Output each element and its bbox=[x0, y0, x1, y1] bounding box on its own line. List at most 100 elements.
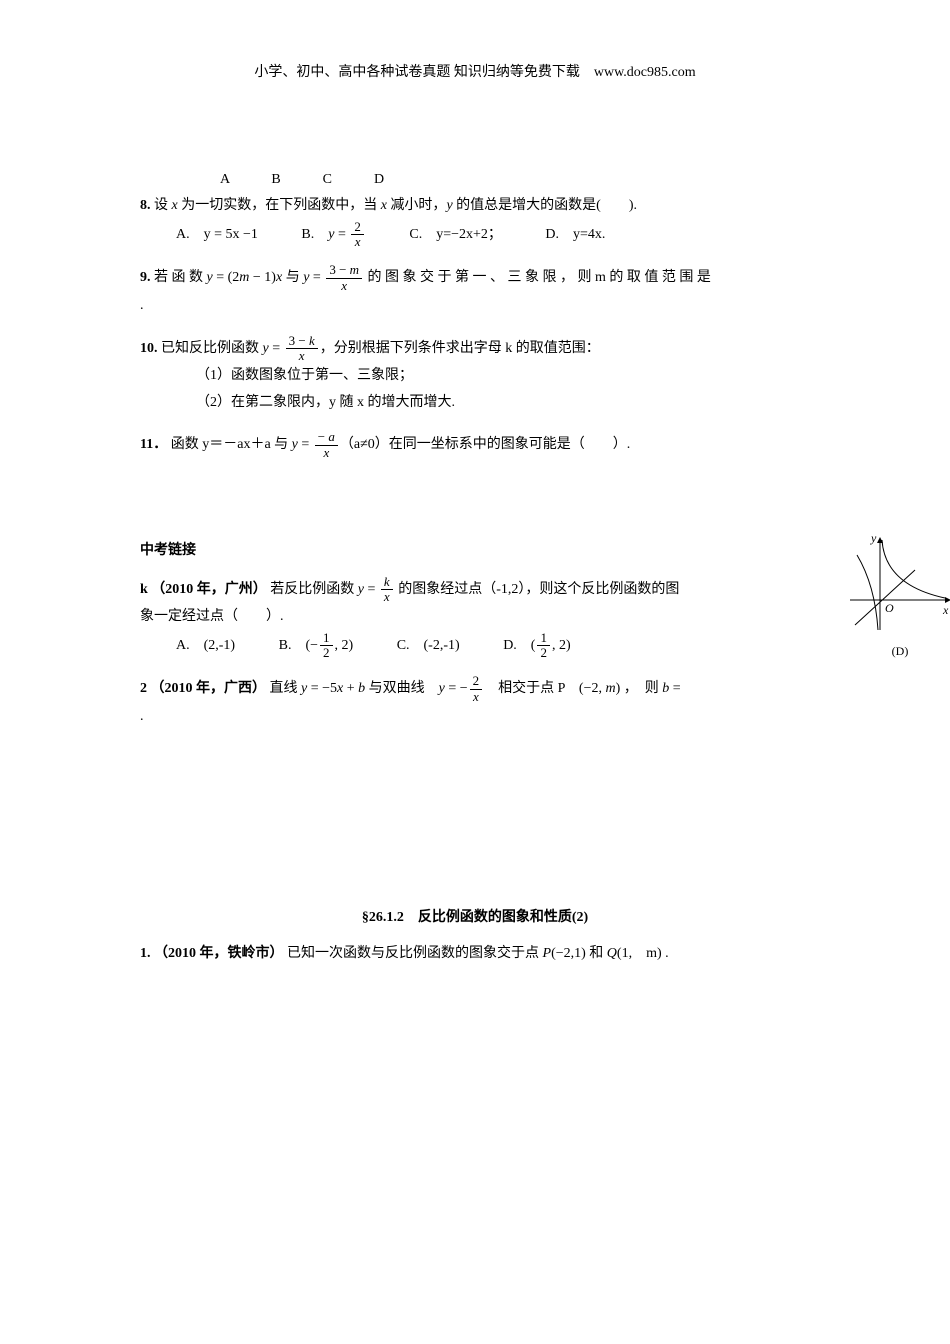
c1-d-den: 2 bbox=[537, 646, 550, 660]
c2-mid: 相交于点 P (−2, bbox=[484, 681, 605, 696]
c2-source: （2010 年，广西） bbox=[151, 681, 267, 696]
q9-fn-pre: 3 − bbox=[329, 262, 349, 277]
q11-post: （a≠0）在同一坐标系中的图象可能是（ ）. bbox=[340, 437, 630, 452]
q9-number: 9. bbox=[140, 270, 151, 285]
diagram-y-label: y bbox=[870, 531, 877, 545]
q10-frac: 3 − kx bbox=[286, 334, 318, 364]
q8-text-3: 减小时， bbox=[387, 198, 447, 213]
c1-d-pre: D. ( bbox=[503, 638, 535, 653]
c2-m: m bbox=[605, 681, 615, 696]
c1-b-num: 1 bbox=[320, 631, 333, 646]
q9-eq2: − 1) bbox=[249, 270, 276, 285]
q11-frac-num: − a bbox=[315, 430, 338, 445]
q9-eq3: = bbox=[309, 270, 324, 285]
q9-frac: 3 − mx bbox=[326, 263, 362, 293]
q11-fn-a: a bbox=[328, 429, 335, 444]
c1-b-frac: 12 bbox=[320, 631, 333, 661]
q11-eq: = bbox=[298, 437, 313, 452]
question-9: 9. 若 函 数 y = (2m − 1)x 与 y = 3 − mx 的 图 … bbox=[140, 263, 810, 319]
c2-last: . bbox=[140, 704, 810, 731]
c1-source: （2010 年，广州） bbox=[151, 582, 267, 597]
question-8: 8. 设 x 为一切实数，在下列函数中，当 x 减小时，y 的值总是增大的函数是… bbox=[140, 193, 810, 249]
q8-opt-a: A. y = 5x −1 bbox=[176, 222, 258, 249]
q8-opt-b: B. y = 2x bbox=[301, 220, 365, 250]
c2-number: 2 bbox=[140, 681, 147, 696]
c1-d-post: , 2) bbox=[552, 638, 571, 653]
c2-end: = bbox=[669, 681, 680, 696]
c2-frac: 2x bbox=[470, 674, 483, 704]
q9-frac-num: 3 − m bbox=[326, 263, 362, 278]
c1-opt-a: A. (2,-1) bbox=[176, 633, 235, 660]
q8-b-pre: B. bbox=[301, 227, 328, 242]
q9-last: . bbox=[140, 293, 810, 320]
c1-number: k bbox=[140, 582, 148, 597]
diagram-caption: (D) bbox=[845, 640, 950, 663]
q11-frac-den: x bbox=[315, 446, 338, 460]
question-11: 11． 函数 y＝－ax＋a 与 y = − ax（a≠0）在同一坐标系中的图象… bbox=[140, 430, 810, 460]
q8-b-frac: 2x bbox=[351, 220, 364, 250]
c2-eq1: = −5 bbox=[307, 681, 337, 696]
q8-b-eq: = bbox=[334, 227, 349, 242]
q8-text-1: 设 bbox=[154, 198, 172, 213]
c1-opt-d: D. (12, 2) bbox=[503, 631, 570, 661]
diagram-x-label: x bbox=[942, 603, 949, 617]
link-question-2: 2 （2010 年，广西） 直线 y = −5x + b 与双曲线 y = −2… bbox=[140, 674, 810, 730]
c1-pre: 若反比例函数 bbox=[270, 582, 358, 597]
q8-text-2: 为一切实数，在下列函数中，当 bbox=[178, 198, 381, 213]
t1-end: . bbox=[662, 946, 669, 961]
c1-b-den: 2 bbox=[320, 646, 333, 660]
q10-number: 10. bbox=[140, 341, 158, 356]
c2-with: 与双曲线 bbox=[365, 681, 439, 696]
c1-num: k bbox=[381, 575, 393, 590]
q9-eq1: = (2 bbox=[213, 270, 240, 285]
c2-after: ) ， 则 bbox=[616, 681, 663, 696]
c1-frac: kx bbox=[381, 575, 393, 605]
section2-question-1: 1. （2010 年，铁岭市） 已知一次函数与反比例函数的图象交于点 P(−2,… bbox=[140, 941, 810, 968]
section-26-1-2: §26.1.2 反比例函数的图象和性质(2) bbox=[140, 905, 810, 932]
c1-opt-c: C. (-2,-1) bbox=[397, 633, 460, 660]
q11-fn-pre: − bbox=[318, 429, 329, 444]
q10-sub2: （2）在第二象限内，y 随 x 的增大而增大. bbox=[140, 390, 810, 417]
t1-Ppt: (−2,1) bbox=[551, 946, 586, 961]
t1-pre: 已知一次函数与反比例函数的图象交于点 bbox=[287, 946, 543, 961]
c1-eq: = bbox=[364, 582, 379, 597]
q8-opt-c: C. y=−2x+2； bbox=[409, 222, 502, 249]
q8-b-num: 2 bbox=[351, 220, 364, 235]
q9-pre: 若 函 数 bbox=[154, 270, 207, 285]
q8-b-den: x bbox=[351, 235, 364, 249]
c1-b-post: , 2) bbox=[335, 638, 354, 653]
page-header: 小学、初中、高中各种试卷真题 知识归纳等免费下载 www.doc985.com bbox=[140, 60, 810, 87]
question-10: 10. 已知反比例函数 y = 3 − kx，分别根据下列条件求出字母 k 的取… bbox=[140, 334, 810, 417]
c1-d-frac: 12 bbox=[537, 631, 550, 661]
c1-options: A. (2,-1) B. (−12, 2) C. (-2,-1) D. (12,… bbox=[140, 631, 810, 661]
q10-frac-num: 3 − k bbox=[286, 334, 318, 349]
c1-d-num: 1 bbox=[537, 631, 550, 646]
t1-and: 和 bbox=[586, 946, 607, 961]
q10-sub1: （1）函数图象位于第一、三象限； bbox=[140, 363, 810, 390]
c1-line2: 象一定经过点（ ）. bbox=[140, 604, 810, 631]
q8-options: A. y = 5x −1 B. y = 2x C. y=−2x+2； D. y=… bbox=[140, 220, 810, 250]
q9-with: 与 bbox=[282, 270, 303, 285]
q9-post: 的 图 象 交 于 第 一 、 三 象 限 ， 则 m 的 取 值 范 围 是 bbox=[364, 270, 711, 285]
c1-b-pre: B. (− bbox=[279, 638, 318, 653]
q10-fn-pre: 3 − bbox=[289, 333, 309, 348]
t1-P: P bbox=[543, 946, 552, 961]
q11-frac: − ax bbox=[315, 430, 338, 460]
q10-eq: = bbox=[269, 341, 284, 356]
q8-opt-d: D. y=4x. bbox=[545, 222, 605, 249]
link-question-1: k （2010 年，广州） 若反比例函数 y = kx 的图象经过点（-1,2）… bbox=[140, 575, 810, 661]
c1-opt-b: B. (−12, 2) bbox=[279, 631, 354, 661]
t1-Qpt: (1, m) bbox=[617, 946, 662, 961]
c2-eq2: = − bbox=[445, 681, 468, 696]
zhongkao-heading: 中考链接 bbox=[140, 538, 810, 565]
c2-plus: + bbox=[343, 681, 358, 696]
c2-pre: 直线 bbox=[270, 681, 302, 696]
q11-number: 11． bbox=[140, 437, 167, 452]
answer-letter-row: A B C D bbox=[140, 167, 810, 194]
t1-Q: Q bbox=[607, 946, 617, 961]
q10-post: ，分别根据下列条件求出字母 k 的取值范围： bbox=[320, 341, 600, 356]
diagram-d: y O x (D) bbox=[845, 530, 950, 663]
c1-mid: 的图象经过点（-1,2），则这个反比例函数的图 bbox=[395, 582, 680, 597]
q9-m1: m bbox=[239, 270, 249, 285]
q8-text-4: 的值总是增大的函数是( ). bbox=[453, 198, 637, 213]
